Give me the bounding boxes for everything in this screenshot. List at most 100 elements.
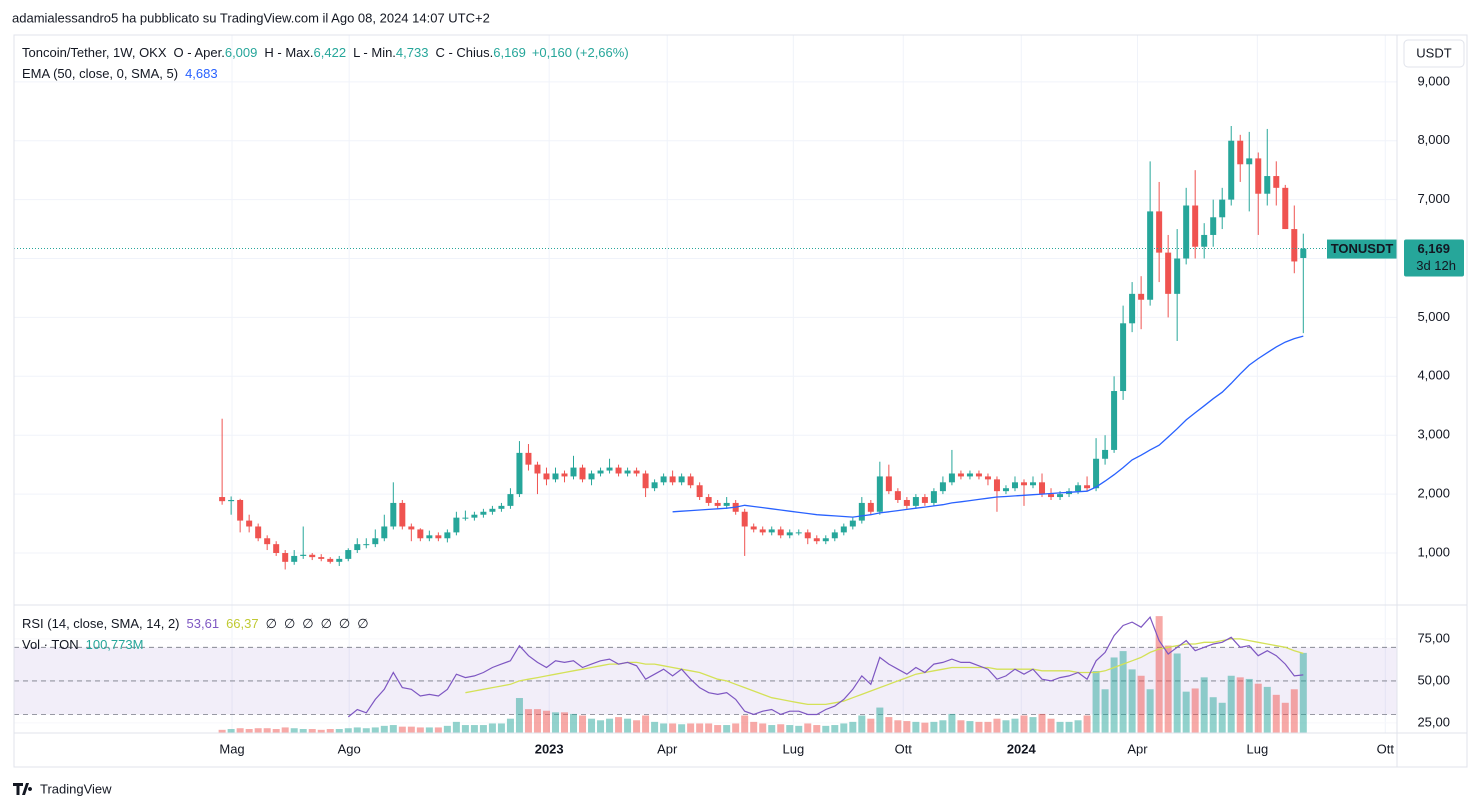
volume-bar (1182, 691, 1190, 733)
x-tick-label: Ott (895, 741, 913, 756)
candle-body (228, 499, 235, 502)
volume-bar (506, 718, 514, 733)
countdown-label: 3d 12h (1416, 258, 1456, 273)
volume-bar (1128, 669, 1136, 733)
volume-bar (461, 725, 469, 733)
candle-body (876, 476, 883, 512)
candle-body (1201, 234, 1208, 247)
x-tick-label: Apr (657, 741, 678, 756)
volume-bar (939, 720, 947, 733)
candle-body (462, 517, 469, 519)
candle-body (606, 467, 613, 471)
volume-bar (1002, 720, 1010, 733)
x-tick-label: Lug (782, 741, 804, 756)
symbol-label-box (1327, 239, 1397, 259)
volume-bar (966, 721, 974, 733)
candle-body (426, 535, 433, 539)
volume-bar (669, 723, 677, 733)
candle-body (894, 491, 901, 500)
candle-body (552, 473, 559, 480)
x-tick-label: Mag (219, 741, 244, 756)
candle-body (786, 532, 793, 536)
candle-body (291, 555, 298, 562)
panes: TONUSDT 6,169 3d 12h (14, 125, 1464, 733)
volume-bar (813, 725, 821, 733)
volume-bar (344, 728, 352, 733)
volume-bar (290, 728, 298, 733)
volume-bar (975, 721, 983, 733)
volume-bar (452, 721, 460, 733)
volume-bar (741, 715, 749, 733)
candle-body (219, 497, 226, 502)
candle-body (1255, 158, 1262, 194)
volume-bar (804, 723, 812, 733)
volume-bar (750, 721, 758, 733)
volume-bar (930, 721, 938, 733)
candle-body (561, 473, 568, 477)
volume-bar (1263, 686, 1271, 733)
volume-bar (470, 725, 478, 733)
currency-box[interactable] (1403, 39, 1465, 68)
volume-bar (723, 725, 731, 733)
candle-body (381, 526, 388, 539)
volume-bar (912, 721, 920, 733)
volume-bar (615, 717, 623, 733)
candle-body (336, 558, 343, 562)
candle-body (273, 544, 280, 553)
legend: Toncoin/Tether, 1W, OKX O - Aper.6,009 H -… (22, 45, 629, 652)
ema-legend: EMA (50, close, 0, SMA, 5) 4,683 (22, 66, 218, 81)
volume-bar (434, 727, 442, 733)
y-tick-label: 2,000 (1417, 486, 1450, 501)
candle-body (498, 505, 505, 509)
ohlc-value: 6,422 (314, 45, 347, 60)
candle-body (984, 476, 991, 480)
ohlc-label: C - Chius. (435, 45, 493, 60)
rsi-empty: ∅ (266, 616, 277, 631)
volume-bar (885, 717, 893, 733)
candle-body (1228, 140, 1235, 200)
candle-body (399, 502, 406, 527)
candle-body (1192, 205, 1199, 247)
grid: 1,0002,0003,0004,0005,0006,0007,0008,000… (14, 35, 1450, 756)
volume-bar (1173, 653, 1181, 733)
candle-body (309, 554, 316, 558)
candle-body (1246, 158, 1253, 165)
rsi-value: 53,61 (187, 616, 220, 631)
volume-bar (849, 721, 857, 733)
volume-bar (921, 722, 929, 733)
volume-bar (1227, 675, 1235, 733)
volume-bar (281, 727, 289, 733)
candle-body (759, 529, 766, 533)
candle-body (507, 494, 514, 506)
candle-body (237, 499, 244, 521)
volume-bar (308, 729, 316, 733)
ohlc-value: 6,169 (493, 45, 526, 60)
volume-bar (263, 728, 271, 733)
volume-bar (597, 720, 605, 733)
candle-body (318, 557, 325, 559)
candle-body (921, 497, 928, 503)
volume-bar (1299, 652, 1307, 733)
volume-bar (407, 726, 415, 733)
candle-body (642, 473, 649, 489)
volume-bar (1101, 689, 1109, 733)
candle-body (480, 511, 487, 515)
candle-body (1020, 482, 1027, 486)
candle-body (1156, 211, 1163, 253)
candle-body (957, 473, 964, 477)
volume-bar (768, 725, 776, 733)
candle-body (444, 532, 451, 539)
candle-body (633, 470, 640, 474)
rsi-empty: ∅ (357, 616, 368, 631)
volume-bar (1245, 678, 1253, 733)
volume-bar (1272, 694, 1280, 733)
volume-bar (1092, 670, 1100, 733)
volume-bar (957, 720, 965, 733)
volume-bar (1191, 688, 1199, 733)
y-tick-label: 75,00 (1417, 630, 1450, 645)
candle-body (660, 476, 667, 483)
candle-body (750, 526, 757, 530)
volume-bar (1254, 683, 1262, 733)
volume-bar (624, 718, 632, 733)
